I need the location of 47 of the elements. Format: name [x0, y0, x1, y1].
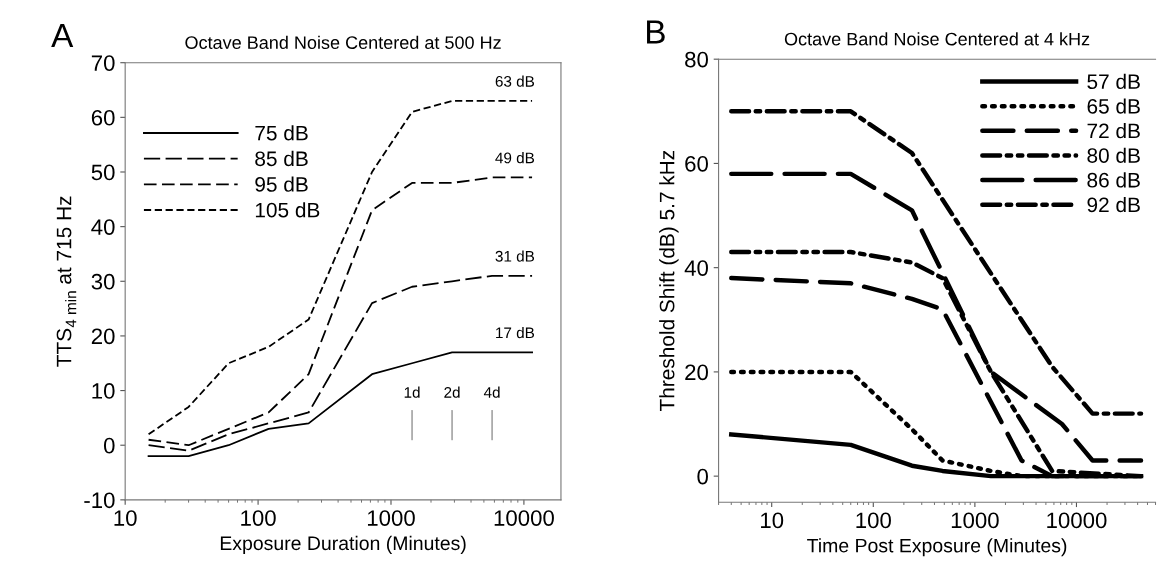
x-tick-label: 100	[241, 510, 276, 526]
annotation: 1d	[404, 386, 420, 398]
x-tick-label: 10000	[494, 510, 554, 526]
y-tick-label: 60	[685, 155, 708, 172]
data-label: 49 dB	[495, 152, 535, 164]
annotation: 2d	[444, 386, 460, 398]
legend-label: 95 dB	[255, 176, 308, 192]
x-tick-label: 1000	[951, 512, 999, 529]
y-axis-title: TTS4 min at 715 Hz	[56, 196, 77, 367]
y-tick-label: -10	[84, 492, 115, 509]
data-label: 63 dB	[495, 75, 535, 87]
legend-label: 80 dB	[1087, 147, 1140, 163]
y-tick-label: 0	[103, 437, 115, 454]
legend-label: 105 dB	[255, 202, 320, 218]
y-tick-label: 40	[684, 260, 708, 276]
text: B	[647, 20, 665, 44]
y-tick-label: 20	[91, 328, 115, 345]
y-axis-title: Threshold Shift (dB) 5.7 kHz	[659, 150, 679, 412]
x-axis-title: Exposure Duration (Minutes)	[220, 535, 466, 554]
legend-label: 65 dB	[1087, 98, 1140, 114]
y-tick-label: 0	[697, 468, 708, 485]
y-tick-label: 10	[92, 383, 115, 399]
legend-label: 57 dB	[1087, 73, 1140, 90]
x-tick-label: 1000	[367, 510, 415, 526]
x-tick-label: 10	[761, 512, 784, 529]
chart-title: Octave Band Noise Centered at 500 Hz	[185, 35, 501, 49]
annotation: 4d	[483, 386, 500, 398]
legend-label: 75 dB	[255, 125, 308, 141]
x-axis-title: Time Post Exposure (Minutes)	[807, 538, 1067, 557]
chart-title: Octave Band Noise Centered at 4 kHz	[784, 32, 1090, 46]
y-tick-label: 80	[685, 51, 708, 68]
data-label: 17 dB	[496, 326, 535, 339]
legend-label: 85 dB	[255, 150, 308, 167]
y-tick-label: 50	[91, 164, 115, 181]
legend-label: 86 dB	[1087, 172, 1140, 188]
data-label: 31 dB	[495, 250, 535, 262]
x-tick-label: 10	[114, 510, 137, 526]
x-tick-label: 10000	[1047, 512, 1107, 529]
x-tick-label: 100	[856, 512, 891, 529]
legend-label: 72 dB	[1087, 123, 1140, 139]
text: A	[51, 24, 74, 48]
y-tick-label: 30	[91, 273, 115, 290]
y-tick-label: 60	[91, 109, 115, 126]
y-tick-label: 20	[685, 364, 708, 381]
y-tick-label: 40	[91, 219, 115, 235]
y-tick-label: 70	[91, 55, 115, 71]
legend-label: 92 dB	[1087, 196, 1140, 213]
